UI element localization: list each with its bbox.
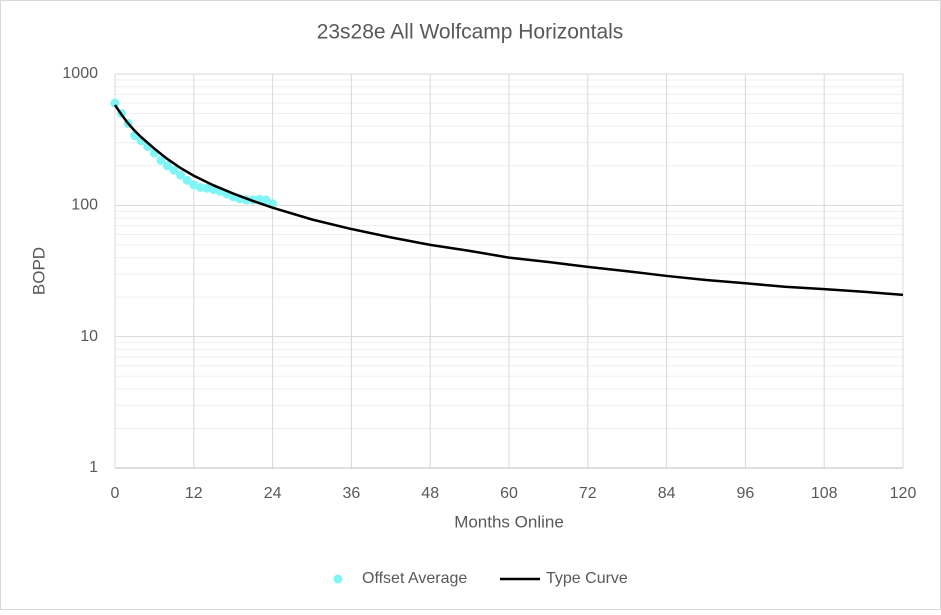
data-point [176, 170, 186, 180]
x-tick-label: 60 [500, 485, 518, 502]
data-point [195, 182, 205, 192]
y-tick-label: 10 [80, 328, 98, 345]
x-tick-label: 48 [421, 485, 439, 502]
x-tick-label: 72 [579, 485, 597, 502]
x-tick-label: 12 [185, 485, 203, 502]
x-tick-label: 36 [343, 485, 361, 502]
x-axis-label: Months Online [454, 512, 564, 531]
y-tick-label: 1 [89, 459, 98, 476]
legend-label: Offset Average [362, 570, 467, 587]
data-point [182, 175, 192, 185]
x-tick-label: 24 [264, 485, 282, 502]
y-tick-label: 1000 [62, 65, 98, 82]
data-point [163, 161, 173, 171]
data-point [261, 195, 271, 205]
x-tick-label: 120 [890, 485, 917, 502]
data-line [113, 104, 904, 297]
x-tick-label: 108 [811, 485, 838, 502]
y-tick-label: 100 [71, 197, 98, 214]
data-point [156, 155, 166, 165]
y-axis-label: BOPD [29, 247, 48, 295]
x-tick-label: 0 [111, 485, 120, 502]
legend-label: Type Curve [546, 570, 628, 587]
data-point [169, 165, 179, 175]
x-tick-label: 96 [737, 485, 755, 502]
chart-title: 23s28e All Wolfcamp Horizontals [317, 21, 624, 44]
data-point [110, 98, 120, 108]
x-tick-label: 84 [658, 485, 676, 502]
legend-marker [333, 574, 343, 584]
